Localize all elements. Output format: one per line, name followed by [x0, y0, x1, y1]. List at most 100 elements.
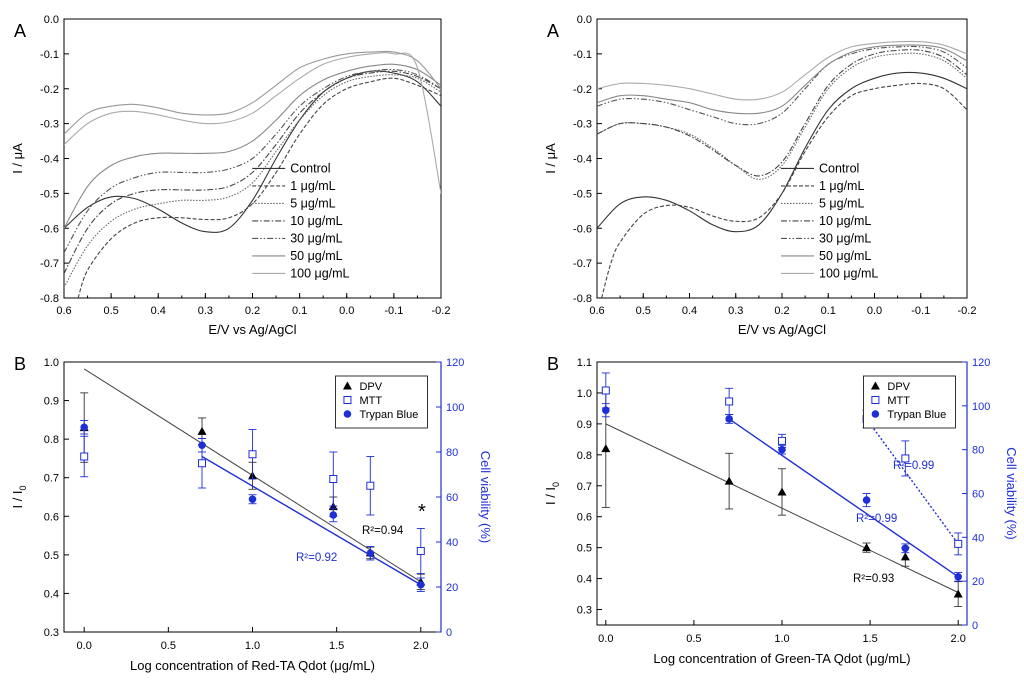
x-tick-label: -0.2 — [432, 305, 451, 317]
x-tick-label: 0.5 — [636, 305, 651, 317]
y2-tick-label: 120 — [972, 357, 990, 369]
x-tick-label: 0.5 — [161, 640, 176, 652]
data-point-trypan — [954, 572, 962, 581]
series-line — [597, 45, 967, 126]
data-point-mtt — [778, 436, 786, 445]
data-point-mtt — [601, 386, 610, 395]
legend-label: Control — [290, 161, 330, 175]
y-tick-label: -0.6 — [573, 223, 592, 235]
y-tick-label: -0.4 — [573, 154, 592, 166]
x-tick-label: 0.4 — [151, 305, 166, 317]
x-tick-label: 0.0 — [867, 305, 882, 317]
data-point-mtt — [343, 396, 352, 404]
y-tick-label: -0.1 — [40, 49, 59, 61]
series-line — [64, 70, 441, 233]
legend-label: Trypan Blue — [359, 409, 418, 421]
viability-panel-3: 0.0 0.5 1.0 1.5 2.0 0.3 0.4 0.5 0.6 0.7 0.8 0.9 1.0 1… — [543, 354, 1019, 666]
y-tick-label: -0.1 — [573, 49, 592, 61]
annotation: R²=0.99 — [856, 513, 897, 525]
y-tick-label: -0.7 — [40, 258, 59, 270]
y-axis-label: I / μA — [10, 143, 25, 174]
y-tick-label: 0.8 — [44, 434, 59, 446]
annotation: * — [418, 501, 426, 523]
data-point-mtt — [366, 481, 375, 490]
legend-label: 100 μg/mL — [819, 266, 878, 280]
series-line — [597, 52, 967, 180]
y2-tick-label: 0 — [446, 627, 452, 639]
y2-axis-label: Cell viability (%) — [1004, 447, 1019, 539]
x-tick-label: 0.2 — [245, 305, 260, 317]
data-point-mtt — [871, 396, 880, 404]
panel-label: A — [547, 21, 559, 41]
x-axis-label: E/V vs Ag/AgCl — [738, 322, 826, 337]
y2-tick-label: 80 — [972, 445, 984, 457]
y-axis-label: I / μA — [543, 143, 558, 174]
data-point-trypan — [725, 415, 733, 423]
data-point-dpv — [342, 381, 352, 390]
cv-panel-1: 0.6 0.5 0.4 0.3 0.2 0.1 0.0 -0.1 -0.2 0.0 -0.1 -0.2… — [543, 14, 976, 337]
series-line — [64, 68, 441, 253]
data-point-trypan — [901, 544, 910, 553]
cv-panel-0: 0.6 0.5 0.4 0.3 0.2 0.1 0.0 -0.1 -0.2 0.0 -0.1 -0.2… — [10, 14, 450, 337]
y-tick-label: 0.6 — [44, 511, 59, 523]
x-tick-label: 0.3 — [728, 305, 743, 317]
series-line — [597, 44, 967, 115]
y2-tick-label: 40 — [972, 532, 984, 544]
fit-line — [728, 418, 959, 578]
data-point-dpv — [900, 552, 910, 561]
data-point-dpv — [862, 543, 872, 552]
legend-label: 10 μg/mL — [819, 214, 871, 228]
y-tick-label: -0.2 — [573, 84, 592, 96]
x-tick-label: -0.2 — [958, 305, 977, 317]
y-tick-label: 0.9 — [44, 396, 59, 408]
data-point-mtt — [416, 547, 425, 555]
legend-label: DPV — [359, 381, 382, 393]
y-tick-label: -0.3 — [573, 119, 592, 131]
x-tick-label: 0.5 — [686, 633, 701, 645]
data-point-trypan — [778, 445, 786, 454]
legend-label: MTT — [359, 395, 382, 407]
annotation: R²=0.93 — [853, 573, 894, 585]
x-tick-label: 0.6 — [589, 305, 604, 317]
data-point-mtt — [901, 454, 910, 463]
y2-tick-label: 100 — [972, 401, 990, 413]
series-line — [64, 63, 441, 229]
x-axis-label: Log concentration of Red-TA Qdot (μg/mL) — [130, 658, 375, 673]
series-line — [601, 82, 967, 298]
x-tick-label: -0.1 — [911, 305, 930, 317]
x-tick-label: 0.0 — [77, 640, 92, 652]
series-line — [597, 49, 967, 177]
series-line — [64, 70, 441, 274]
y-tick-label: -0.2 — [40, 84, 59, 96]
y2-tick-label: 0 — [972, 620, 978, 632]
y-axis-label: I / I0 — [543, 482, 561, 505]
fit-line — [201, 455, 422, 586]
data-point-mtt — [954, 539, 963, 548]
legend-label: 100 μg/mL — [290, 266, 349, 280]
legend-label: 50 μg/mL — [819, 249, 871, 263]
data-point-dpv — [724, 476, 734, 485]
series-line — [64, 74, 441, 288]
y2-tick-label: 20 — [446, 582, 458, 594]
y2-tick-label: 40 — [446, 537, 458, 549]
x-tick-label: 0.0 — [598, 633, 613, 645]
legend-label: 50 μg/mL — [290, 249, 342, 263]
x-tick-label: 0.1 — [821, 305, 836, 317]
legend-label: 10 μg/mL — [290, 214, 342, 228]
data-point-trypan — [248, 495, 257, 504]
y-tick-label: 0.7 — [44, 473, 59, 485]
y-tick-label: 0.4 — [44, 588, 59, 600]
y-tick-label: 0.3 — [44, 627, 59, 639]
x-tick-label: 2.0 — [413, 640, 428, 652]
y-tick-label: 0.6 — [577, 512, 592, 524]
data-point-dpv — [953, 589, 963, 598]
y-tick-label: 0.4 — [577, 574, 592, 586]
fit-line — [866, 418, 959, 545]
data-point-dpv — [777, 487, 787, 496]
y-tick-label: -0.6 — [40, 223, 59, 235]
y-tick-label: 0.3 — [577, 605, 592, 617]
x-tick-label: 0.4 — [682, 305, 697, 317]
data-point-trypan — [366, 549, 375, 558]
y-tick-label: 0.5 — [44, 550, 59, 562]
